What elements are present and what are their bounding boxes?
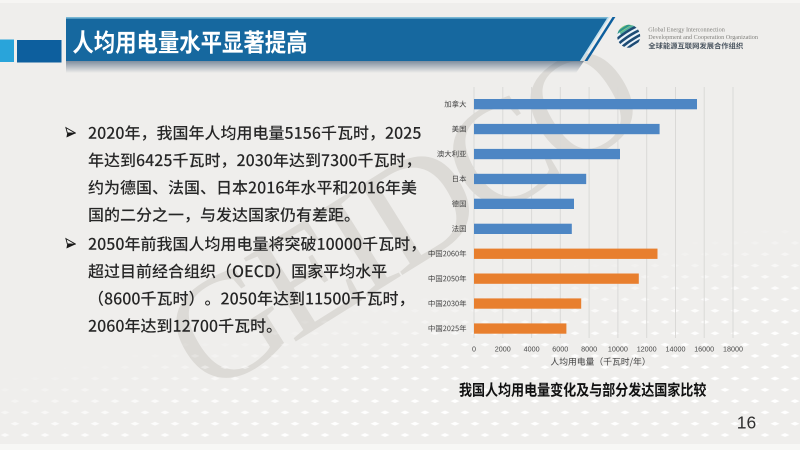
svg-text:18000: 18000 [723, 345, 743, 354]
svg-text:4000: 4000 [524, 345, 540, 354]
svg-text:6000: 6000 [552, 345, 568, 354]
svg-text:Global Energy Interconnection: Global Energy Interconnection [648, 27, 725, 34]
svg-text:8000: 8000 [581, 345, 597, 354]
svg-text:10000: 10000 [608, 345, 628, 354]
svg-text:14000: 14000 [666, 345, 686, 354]
svg-text:16: 16 [737, 413, 756, 433]
svg-text:Development and Cooperation Or: Development and Cooperation Organization [648, 34, 758, 41]
svg-text:0: 0 [472, 345, 476, 354]
svg-text:16000: 16000 [694, 345, 714, 354]
svg-text:2000: 2000 [495, 345, 511, 354]
svg-text:12000: 12000 [637, 345, 657, 354]
